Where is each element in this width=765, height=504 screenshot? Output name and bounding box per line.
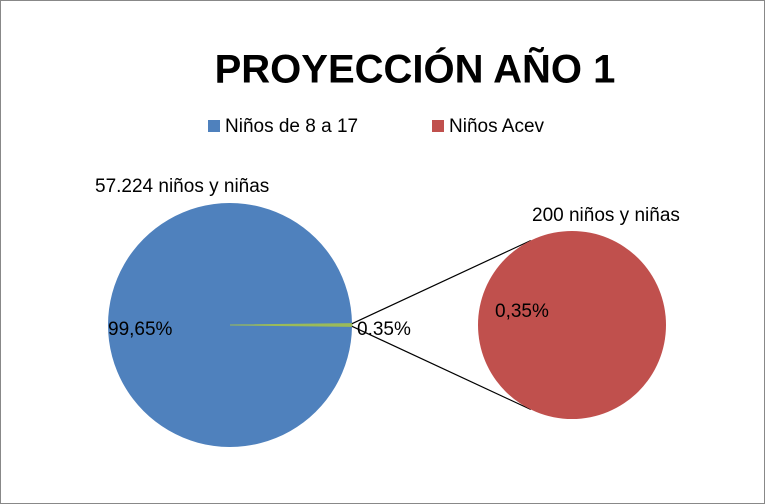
pie-slice: [229, 323, 353, 327]
data-label: 99,65%: [108, 319, 173, 340]
connector-line: [351, 239, 532, 325]
legend-swatch: [432, 120, 444, 132]
connector-line: [351, 325, 532, 411]
count-label: 57.224 niños y niñas: [95, 176, 269, 197]
pie-slice: [478, 231, 666, 419]
data-label: 0,35%: [495, 301, 549, 322]
legend-label: Niños de 8 a 17: [225, 116, 358, 137]
legend-swatch: [208, 120, 220, 132]
legend-label: Niños Acev: [449, 116, 545, 137]
pie-slice: [107, 203, 352, 447]
data-label: 0.35%: [357, 319, 411, 340]
count-label: 200 niños y niñas: [532, 205, 680, 226]
chart-title: PROYECCIÓN AÑO 1: [215, 46, 616, 92]
